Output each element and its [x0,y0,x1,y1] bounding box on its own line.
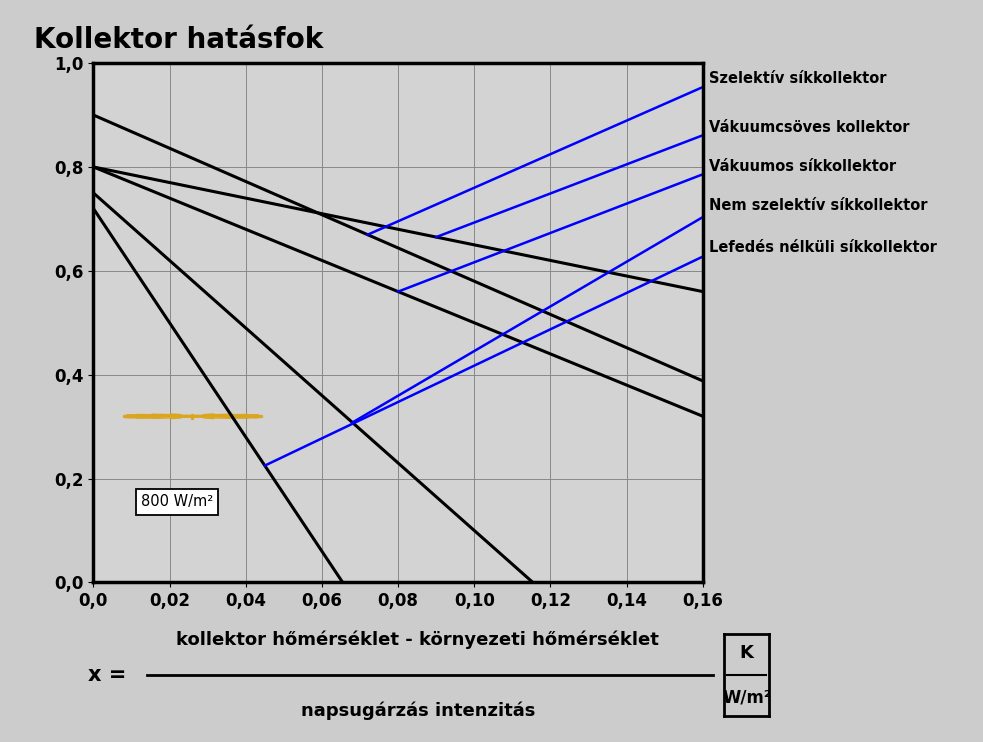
Text: x =: x = [88,666,127,685]
Text: Vákuumos síkkollektor: Vákuumos síkkollektor [709,160,896,174]
Text: kollektor hőmérséklet - környezeti hőmérséklet: kollektor hőmérséklet - környezeti hőmér… [176,631,660,649]
Text: Vákuumcsöves kollektor: Vákuumcsöves kollektor [709,120,909,136]
Text: Nem szelektív síkkollektor: Nem szelektív síkkollektor [709,198,927,214]
Text: napsugárzás intenzitás: napsugárzás intenzitás [301,701,535,720]
Text: W/m²: W/m² [723,689,771,706]
Text: Lefedés nélküli síkkollektor: Lefedés nélküli síkkollektor [709,240,937,255]
Ellipse shape [158,416,227,417]
Text: Kollektor hatásfok: Kollektor hatásfok [34,26,323,54]
Text: K: K [739,644,754,662]
Text: 800 W/m²: 800 W/m² [142,494,213,510]
Text: Szelektív síkkollektor: Szelektív síkkollektor [709,71,886,86]
